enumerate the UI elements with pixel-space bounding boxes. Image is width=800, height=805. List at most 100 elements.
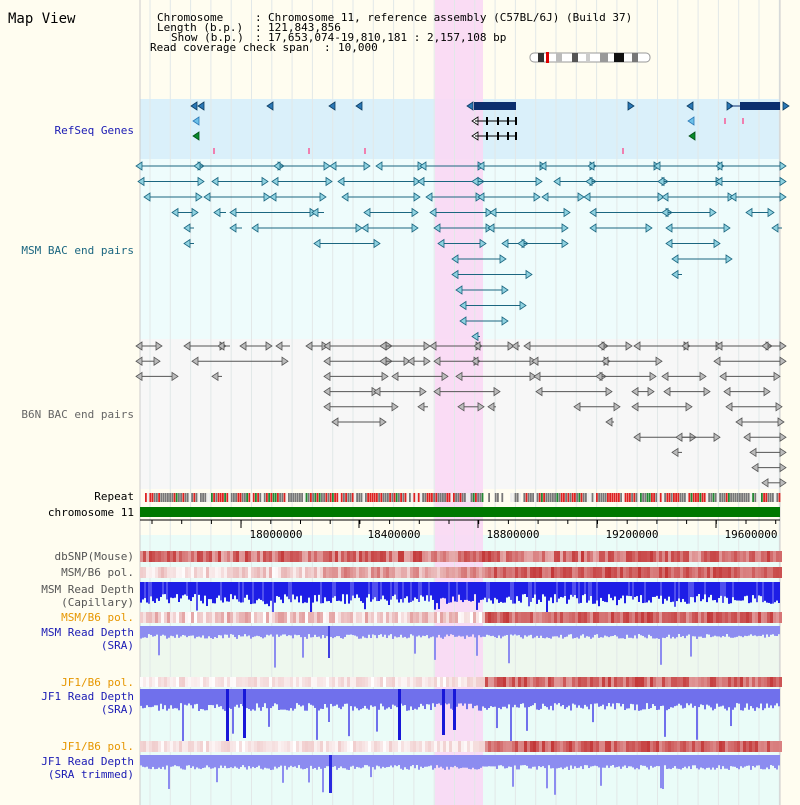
heat-cell: [254, 741, 257, 752]
repeat-element: [426, 493, 429, 502]
heat-cell: [551, 567, 554, 578]
msm-bac-label[interactable]: MSM BAC end pairs: [21, 244, 134, 257]
depth-bar: [724, 755, 726, 769]
heat-cell: [446, 677, 449, 687]
refseq-genes-track[interactable]: [190, 101, 790, 154]
depth-bar: [700, 689, 702, 705]
depth-bar: [618, 582, 620, 600]
feature-arrow: [229, 207, 237, 218]
repeat-element: [530, 493, 532, 502]
depth-bar: [554, 582, 556, 595]
depth-bar: [316, 582, 318, 602]
msm-b6-pol-label[interactable]: MSM/B6 pol.: [61, 566, 134, 579]
heat-cell: [566, 741, 569, 752]
feature-arrow: [271, 176, 279, 187]
depth-bar: [392, 689, 394, 705]
depth-bar: [728, 626, 730, 637]
msm-b6-pol-label-2[interactable]: MSM/B6 pol.: [61, 611, 134, 624]
feature-arrow: [613, 402, 621, 412]
msm-read-depth-cap-label[interactable]: MSM Read Depth: [41, 583, 134, 596]
heat-cell: [524, 567, 527, 578]
b6n-bac-label[interactable]: B6N BAC end pairs: [21, 408, 134, 421]
feature-arrow: [323, 341, 331, 351]
heat-cell: [503, 567, 506, 578]
depth-bar: [142, 626, 144, 638]
depth-bar: [760, 626, 762, 637]
depth-bar: [674, 755, 676, 767]
heat-cell: [434, 612, 437, 623]
depth-bar: [632, 626, 634, 639]
depth-bar: [478, 626, 480, 636]
dbsnp-label[interactable]: dbSNP(Mouse): [55, 550, 134, 563]
feature-arrow: [417, 176, 425, 187]
repeat-element: [607, 493, 609, 502]
depth-bar: [314, 689, 316, 708]
depth-bar: [174, 689, 176, 709]
depth-bar: [478, 689, 480, 711]
repeat-element: [347, 493, 350, 502]
depth-bar: [532, 689, 534, 706]
heat-cell: [200, 612, 203, 623]
depth-bar: [184, 689, 186, 705]
depth-bar: [572, 689, 574, 704]
depth-bar: [284, 582, 286, 595]
depth-bar: [262, 689, 264, 707]
feature-arrow: [779, 176, 787, 187]
depth-bar: [398, 689, 401, 740]
heat-cell: [263, 741, 266, 752]
heat-cell: [179, 741, 182, 752]
heat-cell: [596, 567, 599, 578]
feature-arrow: [665, 238, 673, 249]
heat-cell: [203, 567, 206, 578]
jf1-read-depth-trim-label[interactable]: JF1 Read Depth: [41, 755, 134, 768]
heat-cell: [683, 567, 686, 578]
feature-arrow: [457, 402, 465, 412]
heat-cell: [326, 741, 329, 752]
depth-bar: [506, 626, 508, 636]
heat-cell: [155, 567, 158, 578]
depth-bar: [218, 582, 220, 596]
depth-bar: [758, 689, 760, 709]
heat-cell: [362, 677, 365, 687]
depth-bar: [488, 582, 490, 599]
depth-bar: [678, 626, 680, 635]
depth-bar: [540, 582, 542, 602]
depth-bar: [496, 755, 498, 769]
depth-bar: [512, 626, 514, 636]
refseq-genes-label[interactable]: RefSeq Genes: [55, 124, 134, 137]
heat-cell: [353, 677, 356, 687]
heat-cell: [191, 612, 194, 623]
heat-cell: [680, 741, 683, 752]
depth-bar: [544, 689, 546, 707]
depth-bar: [368, 626, 370, 635]
depth-bar: [376, 582, 378, 602]
vertical-gridlines: [139, 0, 781, 805]
heat-cell: [254, 677, 257, 687]
heat-cell: [482, 567, 485, 578]
jf1-read-depth-sra-label[interactable]: JF1 Read Depth: [41, 690, 134, 703]
msm-bac-track[interactable]: [135, 161, 787, 342]
depth-bar: [744, 755, 746, 767]
repeat-element: [211, 493, 213, 502]
depth-bar: [466, 689, 468, 710]
heat-cell: [761, 677, 764, 687]
depth-bar: [592, 626, 594, 638]
depth-bar: [488, 626, 490, 636]
jf1-b6-pol-label[interactable]: JF1/B6 pol.: [61, 676, 134, 689]
depth-bar: [334, 755, 336, 767]
heat-cell: [374, 741, 377, 752]
depth-bar: [412, 582, 414, 601]
msm-read-depth-sra-label[interactable]: MSM Read Depth: [41, 626, 134, 639]
chromosome-ideogram[interactable]: [529, 52, 651, 63]
feature-arrow: [777, 417, 785, 427]
jf1-b6-pol-label-2[interactable]: JF1/B6 pol.: [61, 740, 134, 753]
heat-cell: [461, 677, 464, 687]
depth-bar: [694, 582, 696, 603]
heat-cell: [320, 677, 323, 687]
repeat-element: [362, 493, 365, 502]
feature-arrow: [411, 223, 419, 233]
depth-bar: [630, 626, 632, 638]
depth-bar: [492, 582, 494, 604]
heat-cell: [497, 551, 500, 562]
b6n-bac-track[interactable]: [135, 341, 787, 488]
